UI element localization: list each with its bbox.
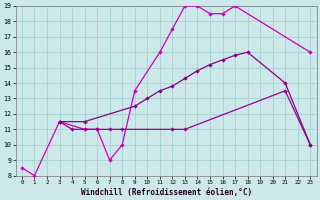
- X-axis label: Windchill (Refroidissement éolien,°C): Windchill (Refroidissement éolien,°C): [81, 188, 252, 197]
